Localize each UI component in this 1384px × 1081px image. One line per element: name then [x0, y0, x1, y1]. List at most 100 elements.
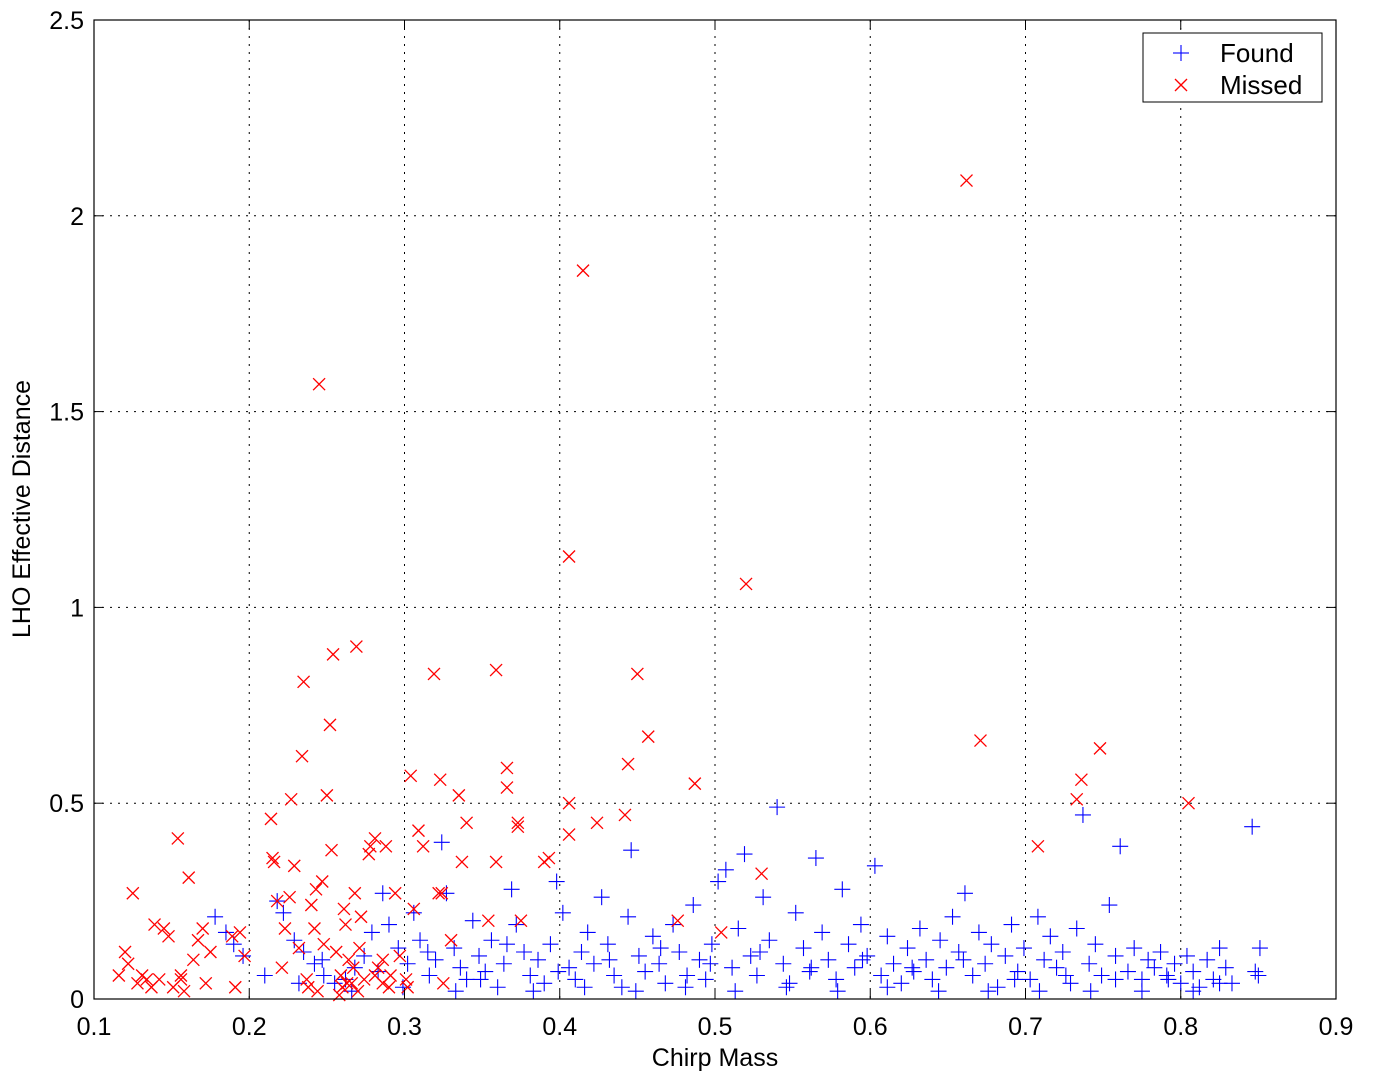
found-point	[477, 963, 494, 980]
found-point	[677, 979, 694, 996]
found-point	[1074, 806, 1091, 823]
missed-series	[112, 174, 1195, 1002]
found-point	[977, 955, 994, 972]
missed-point	[1093, 741, 1107, 755]
missed-point	[283, 890, 297, 904]
found-point	[346, 959, 363, 976]
found-point	[1031, 983, 1048, 1000]
missed-point	[233, 925, 247, 939]
found-point	[433, 834, 450, 851]
missed-point	[630, 667, 644, 681]
legend-x-icon	[1174, 78, 1188, 92]
found-point	[671, 944, 688, 961]
missed-point	[295, 749, 309, 763]
found-point	[1112, 838, 1129, 855]
found-point	[834, 881, 851, 898]
found-point	[970, 924, 987, 941]
found-point	[866, 857, 883, 874]
found-point	[356, 947, 373, 964]
found-point	[1178, 947, 1195, 964]
missed-point	[974, 734, 987, 748]
x-tick-label: 0.6	[853, 1013, 888, 1041]
found-point	[516, 944, 533, 961]
found-point	[256, 967, 273, 984]
missed-point	[171, 831, 185, 845]
found-point	[536, 975, 553, 992]
found-point	[489, 979, 506, 996]
found-point	[1057, 967, 1074, 984]
missed-point	[960, 174, 973, 188]
missed-point	[382, 980, 396, 994]
found-point	[447, 983, 464, 1000]
found-point	[1250, 967, 1267, 984]
found-point	[956, 885, 973, 902]
found-point	[736, 846, 753, 863]
missed-point	[412, 824, 425, 838]
found-point	[964, 967, 981, 984]
found-point	[1247, 963, 1264, 980]
missed-point	[562, 796, 576, 810]
missed-point	[348, 886, 362, 900]
found-point	[412, 932, 429, 949]
missed-point	[671, 914, 685, 928]
found-point	[522, 967, 539, 984]
found-point	[1217, 959, 1234, 976]
missed-point	[562, 828, 576, 841]
legend-found-marker	[1173, 45, 1189, 61]
missed-point	[618, 808, 632, 822]
missed-point	[174, 972, 188, 986]
missed-point	[148, 918, 162, 932]
missed-point	[335, 980, 349, 994]
found-point	[530, 951, 547, 968]
found-point	[724, 959, 741, 976]
found-point	[579, 924, 596, 941]
found-point	[932, 932, 949, 949]
missed-point	[152, 972, 166, 986]
found-point	[879, 928, 896, 945]
missed-point	[379, 839, 393, 853]
missed-point	[1070, 792, 1084, 806]
missed-point	[404, 769, 418, 783]
x-tick-label: 0.1	[77, 1013, 112, 1041]
found-point	[1211, 940, 1228, 957]
missed-point	[315, 875, 329, 888]
found-point	[807, 850, 824, 867]
found-point	[1009, 963, 1026, 980]
found-point	[893, 975, 910, 992]
found-point	[980, 983, 997, 1000]
found-point	[761, 932, 778, 949]
found-point	[207, 908, 224, 925]
missed-point	[334, 969, 348, 982]
y-tick-label: 0.5	[49, 790, 84, 818]
found-point	[1160, 971, 1177, 988]
found-point	[1199, 951, 1216, 968]
found-point	[1133, 983, 1150, 1000]
found-point	[471, 947, 488, 964]
found-point	[1015, 940, 1032, 957]
missed-point	[481, 914, 495, 928]
found-point	[1146, 959, 1163, 976]
found-point	[1042, 928, 1059, 945]
found-point	[787, 904, 804, 921]
found-point	[1158, 967, 1175, 984]
missed-point	[177, 984, 191, 998]
missed-point	[186, 953, 200, 967]
found-point	[561, 959, 578, 976]
missed-point	[562, 550, 576, 563]
found-point	[286, 932, 303, 949]
found-point	[601, 951, 618, 968]
found-point	[498, 936, 515, 953]
found-point	[918, 951, 935, 968]
found-point	[593, 889, 610, 906]
found-point	[814, 924, 831, 941]
found-point	[1172, 975, 1189, 992]
missed-point	[325, 843, 338, 857]
found-point	[315, 967, 332, 984]
missed-point	[199, 976, 213, 990]
missed-point	[621, 757, 635, 771]
y-axis-title: LHO Effective Distance	[8, 380, 36, 638]
missed-point	[162, 929, 175, 943]
legend-found-label: Found	[1220, 38, 1294, 68]
found-point	[795, 940, 812, 957]
missed-point	[287, 859, 301, 873]
